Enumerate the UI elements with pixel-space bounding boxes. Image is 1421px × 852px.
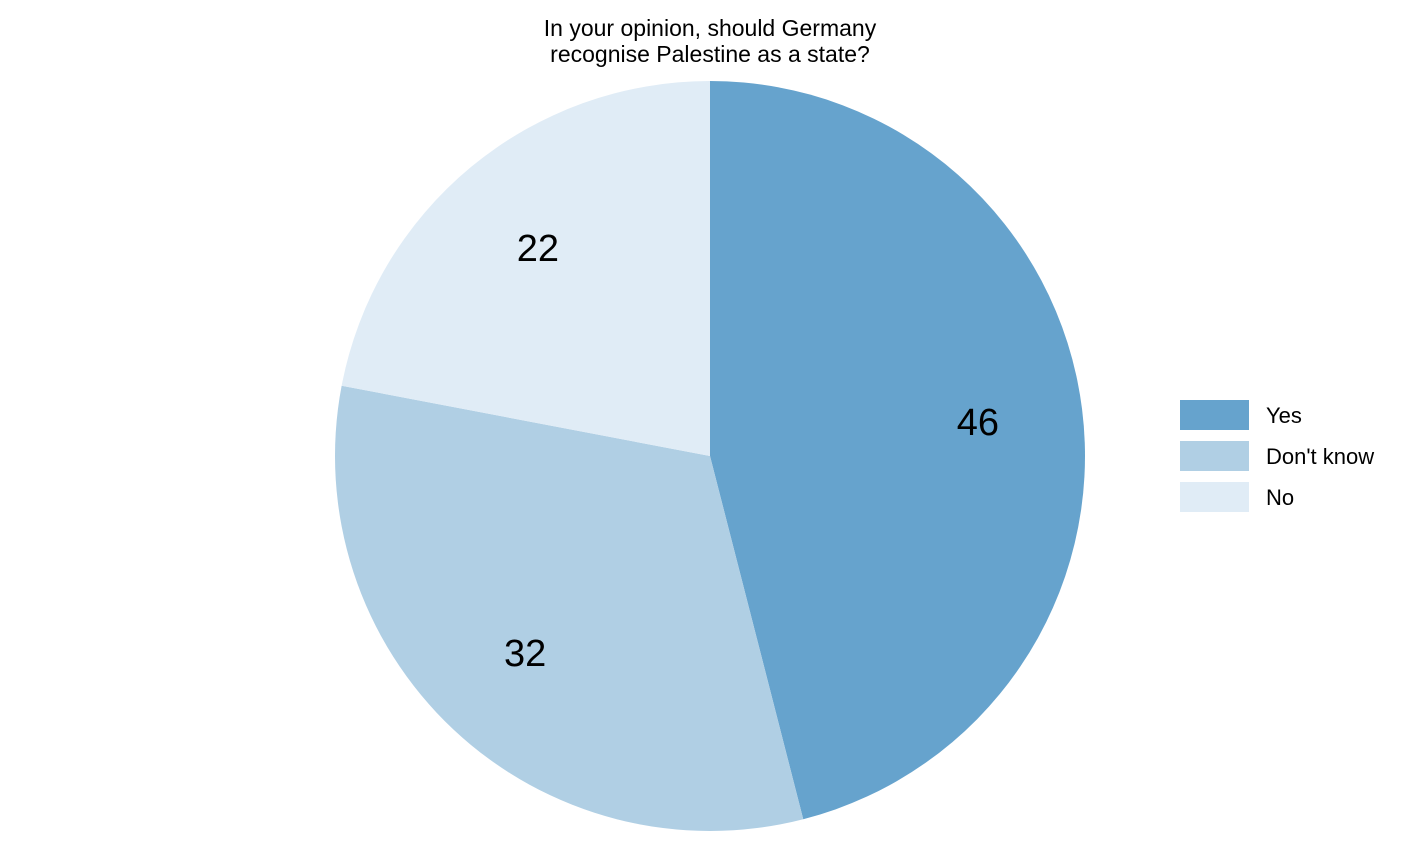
pie-slices: [334, 80, 1086, 831]
chart-title-line-1: In your opinion, should Germany: [544, 15, 877, 41]
legend-label: Don't know: [1266, 444, 1374, 469]
legend-swatch: [1180, 441, 1249, 471]
pie-slice-don-t-know: [334, 385, 804, 831]
chart-title-line-2: recognise Palestine as a state?: [550, 41, 870, 67]
legend-swatch: [1180, 482, 1249, 512]
slice-value-label: 46: [957, 402, 999, 444]
slice-value-label: 32: [504, 633, 546, 675]
legend: Yes Don't know No: [1180, 400, 1374, 512]
slice-value-label: 22: [517, 228, 559, 270]
pie-slice-labels: 46 32 22: [504, 228, 999, 675]
legend-label: No: [1266, 485, 1294, 510]
pie-slice-no: [341, 81, 710, 456]
legend-label: Yes: [1266, 403, 1302, 428]
pie-slice-yes: [710, 80, 1086, 820]
legend-swatch: [1180, 400, 1249, 430]
